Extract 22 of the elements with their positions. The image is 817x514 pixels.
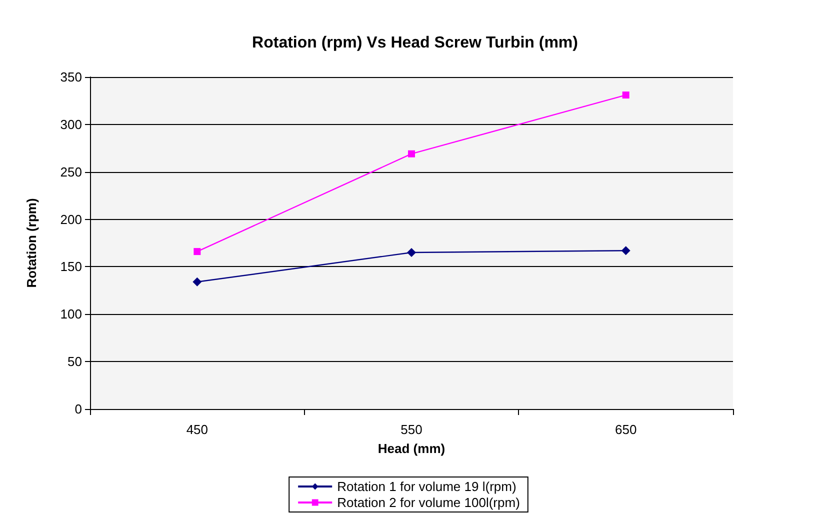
y-tick-label: 300 bbox=[60, 116, 82, 132]
y-tick-label: 50 bbox=[68, 354, 82, 370]
x-tick-label: 650 bbox=[614, 422, 637, 437]
y-tick-label: 150 bbox=[60, 259, 82, 274]
legend-label: Rotation 1 for volume 19 l(rpm) bbox=[337, 479, 516, 494]
point bbox=[407, 248, 416, 257]
y-tick-label: 250 bbox=[60, 164, 82, 180]
x-tick-label: 550 bbox=[400, 422, 422, 437]
x-tick-label: 450 bbox=[186, 422, 208, 437]
point bbox=[621, 246, 630, 256]
x-axis-title: Head (mm) bbox=[378, 441, 446, 456]
legend-label: Rotation 2 for volume 100l(rpm) bbox=[337, 495, 520, 510]
y-axis-title: Rotation (rpm) bbox=[24, 198, 39, 288]
y-tick-label: 100 bbox=[60, 306, 82, 322]
chart-title: Rotation (rpm) Vs Head Screw Turbin (mm) bbox=[252, 34, 578, 52]
y-tick-label: 200 bbox=[60, 212, 82, 227]
point bbox=[192, 277, 202, 286]
y-tick-label: 350 bbox=[60, 70, 82, 84]
point bbox=[194, 248, 201, 256]
y-tick-label: 0 bbox=[74, 402, 82, 416]
point bbox=[622, 92, 630, 99]
point bbox=[408, 150, 415, 158]
